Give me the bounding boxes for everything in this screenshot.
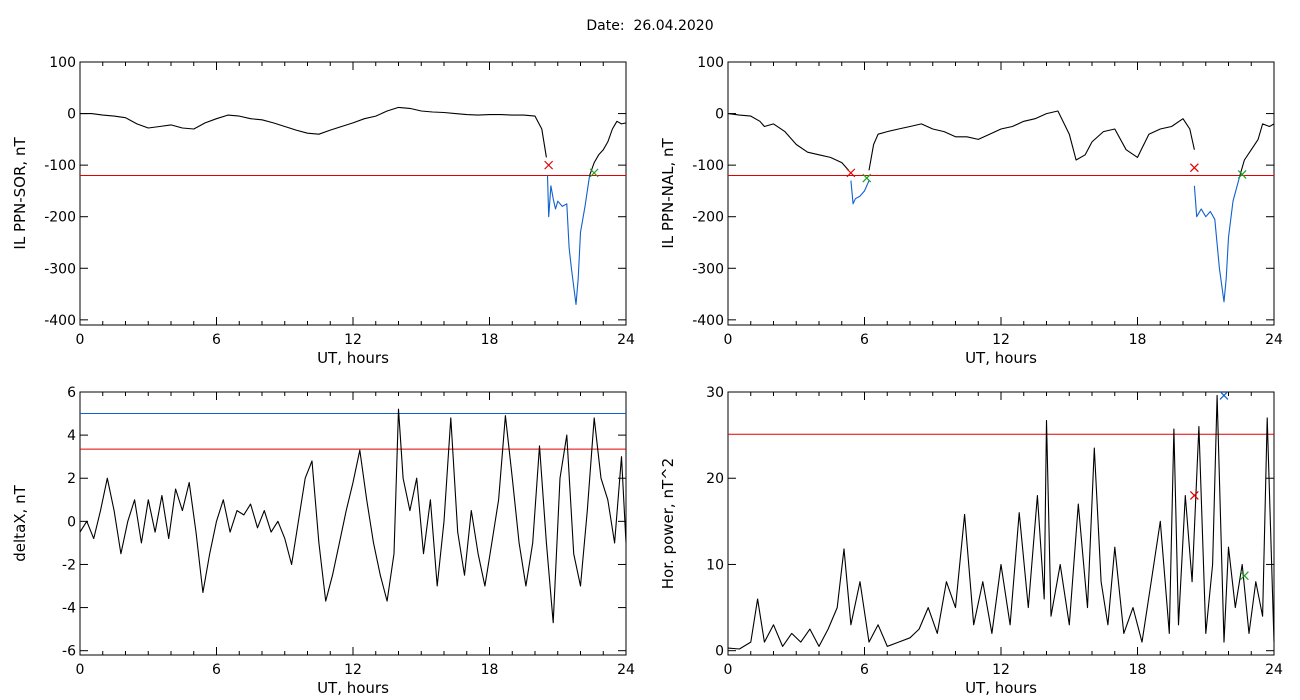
y-tick-label: 0 [67, 514, 76, 530]
y-tick-label: 2 [67, 471, 76, 487]
marker-stroke [544, 160, 554, 170]
y-tick-label: -6 [62, 644, 76, 660]
x-tick-label: 0 [76, 332, 85, 348]
y-axis-label: deltaX, nT [11, 484, 29, 561]
plot-frame [79, 391, 627, 656]
x-tick-label: 6 [212, 332, 221, 348]
series-line [850, 180, 870, 205]
x-tick-label: 24 [617, 332, 635, 348]
series-line [79, 408, 627, 624]
y-tick-label: 100 [49, 55, 76, 71]
y-tick-label: -200 [692, 210, 724, 226]
marker-stroke [1189, 163, 1199, 173]
y-tick-label: -300 [44, 261, 76, 277]
event-marker [544, 160, 554, 170]
y-tick-label: -4 [62, 601, 76, 617]
y-tick-label: -400 [44, 313, 76, 329]
y-tick-label: 10 [706, 557, 724, 573]
y-tick-label: 6 [67, 385, 76, 401]
y-tick-label: -100 [44, 158, 76, 174]
chart-panel-il-ppn-nal: 0 6 12 18 24 -400 -300 -200 -100 0 100 UT, hours IL … [659, 55, 1283, 367]
plot-frame [79, 61, 627, 326]
event-marker [846, 168, 856, 178]
y-tick-label: 0 [715, 644, 724, 660]
x-tick-label: 12 [992, 332, 1010, 348]
x-tick-label: 0 [724, 662, 733, 678]
chart-panel-hor-power: 0 6 12 18 24 0 10 20 30 UT, hours Hor. power, nT^2 [659, 385, 1283, 697]
series-line [727, 113, 850, 171]
x-axis-label: UT, hours [965, 349, 1037, 367]
chart-panel-il-ppn-sor: 0 6 12 18 24 -400 -300 -200 -100 0 100 UT, hours IL … [11, 55, 635, 367]
y-axis-label: IL PPN-SOR, nT [11, 137, 29, 250]
x-tick-label: 18 [481, 662, 499, 678]
y-axis-label: IL PPN-NAL, nT [659, 138, 677, 249]
x-tick-label: 6 [860, 332, 869, 348]
event-marker [1189, 491, 1199, 500]
y-tick-label: 100 [697, 55, 724, 71]
x-tick-label: 6 [860, 662, 869, 678]
plot-frame [727, 391, 1275, 656]
series-line [868, 110, 1195, 171]
x-tick-label: 24 [1265, 662, 1283, 678]
x-tick-label: 6 [212, 662, 221, 678]
x-axis-label: UT, hours [317, 349, 389, 367]
y-tick-label: -400 [692, 313, 724, 329]
x-tick-label: 0 [724, 332, 733, 348]
y-tick-label: 4 [67, 428, 76, 444]
figure-date-title: Date: 26.04.2020 [586, 18, 714, 34]
x-tick-label: 12 [344, 662, 362, 678]
series-line [727, 394, 1275, 650]
marker-stroke [846, 168, 856, 178]
event-marker [1189, 163, 1199, 173]
marker-stroke [862, 173, 872, 183]
event-marker [1240, 571, 1249, 581]
y-tick-label: 0 [67, 107, 76, 123]
event-marker [862, 173, 872, 183]
y-tick-label: 0 [715, 107, 724, 123]
x-tick-label: 18 [1129, 332, 1147, 348]
x-axis-label: UT, hours [965, 679, 1037, 697]
x-tick-label: 12 [344, 332, 362, 348]
y-tick-label: 20 [706, 471, 724, 487]
x-tick-label: 12 [992, 662, 1010, 678]
x-tick-label: 24 [617, 662, 635, 678]
marker-stroke [1240, 571, 1249, 581]
series-line [589, 120, 627, 176]
x-tick-label: 0 [76, 662, 85, 678]
y-tick-label: -200 [44, 210, 76, 226]
event-marker [1219, 391, 1229, 400]
y-tick-label: 30 [706, 385, 724, 401]
event-marker [1237, 169, 1247, 179]
y-axis-label: Hor. power, nT^2 [659, 458, 677, 589]
series-line [546, 175, 591, 305]
series-line [80, 106, 547, 158]
plot-frame [727, 61, 1275, 326]
marker-stroke [589, 168, 599, 178]
y-tick-label: -300 [692, 261, 724, 277]
x-tick-label: 18 [1129, 662, 1147, 678]
x-axis-label: UT, hours [317, 679, 389, 697]
marker-stroke [1237, 169, 1247, 179]
x-tick-label: 18 [481, 332, 499, 348]
y-tick-label: -100 [692, 158, 724, 174]
marker-stroke [1219, 391, 1229, 400]
y-tick-label: -2 [62, 557, 76, 573]
event-marker [589, 168, 599, 178]
marker-stroke [1189, 491, 1199, 500]
series-line [1193, 175, 1241, 303]
series-line [1239, 123, 1275, 176]
x-tick-label: 24 [1265, 332, 1283, 348]
